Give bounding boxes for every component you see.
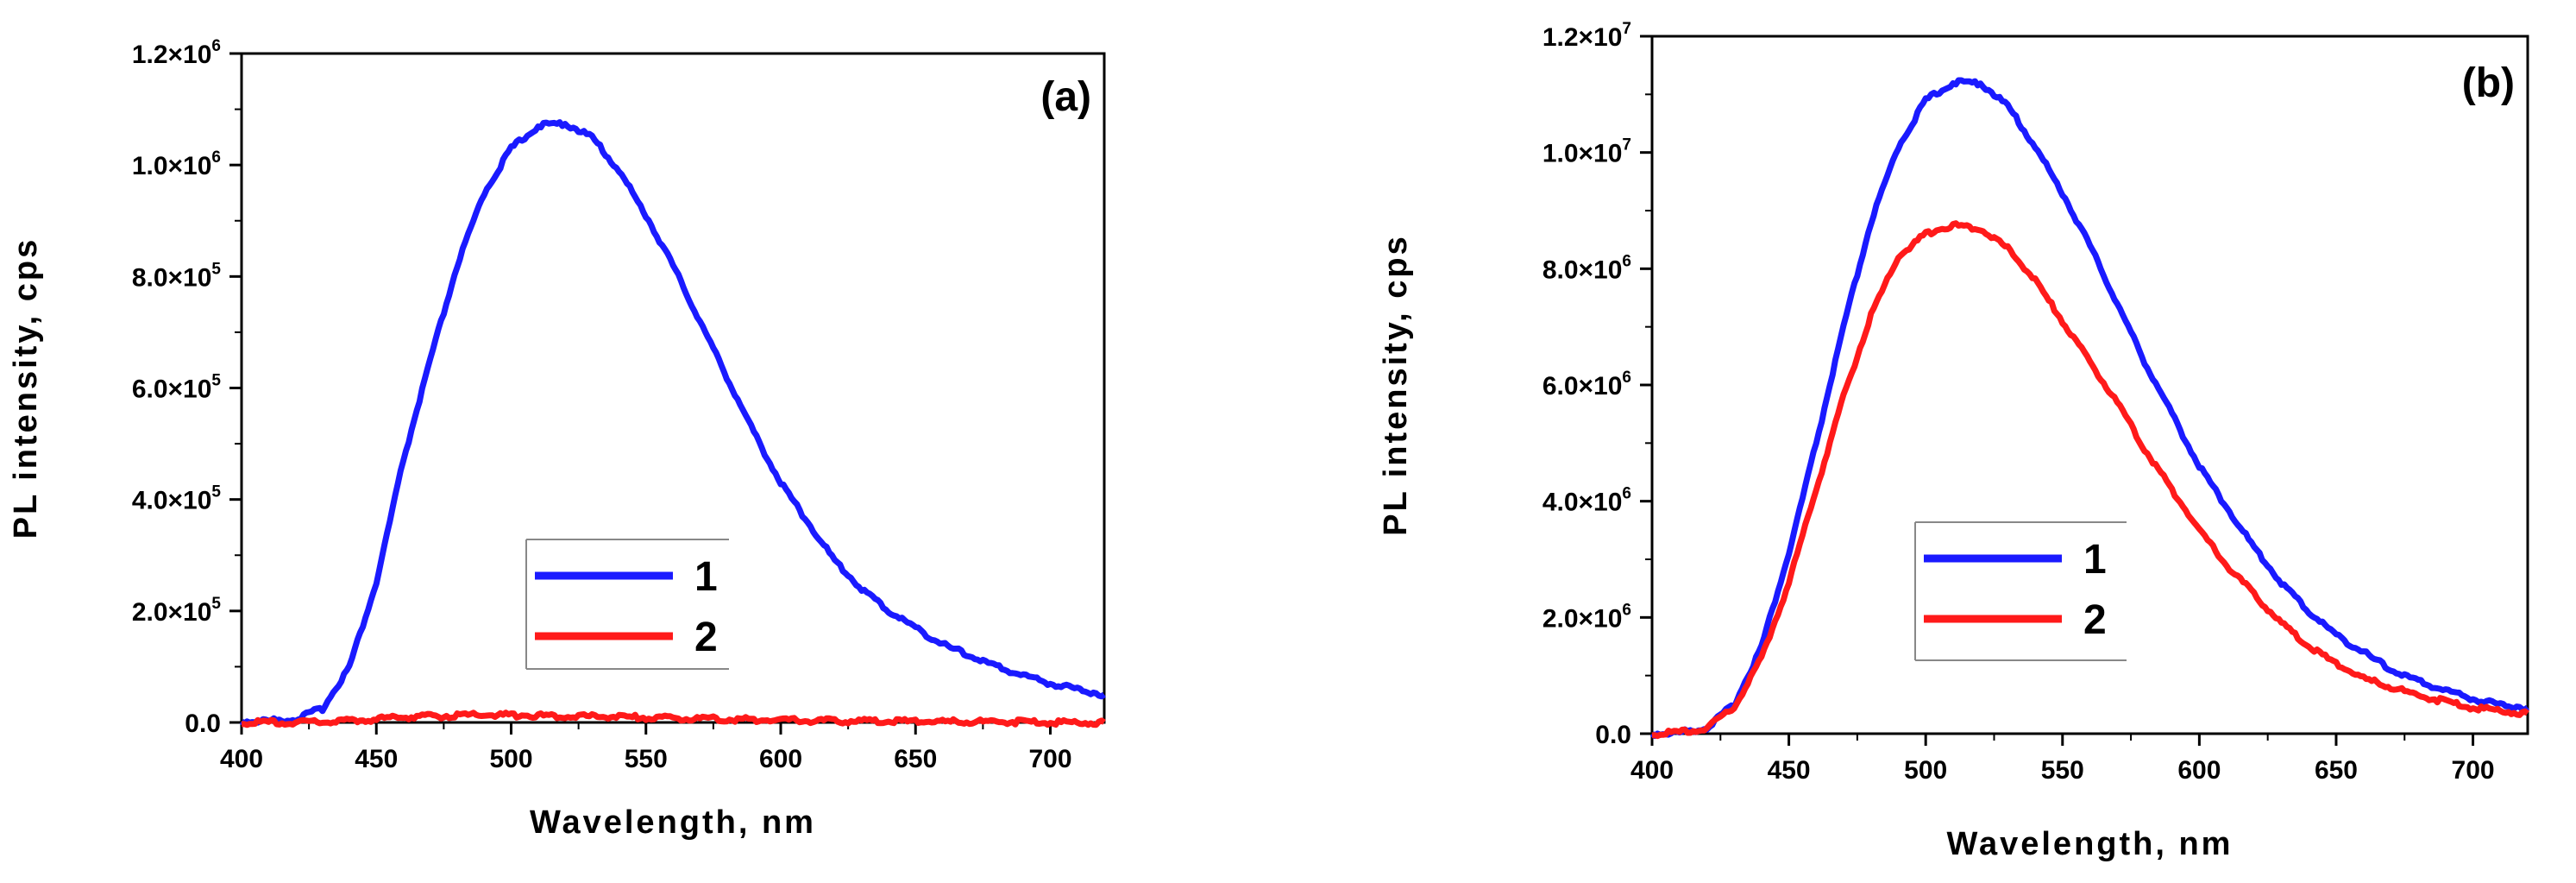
panel-label: (a) — [1040, 74, 1091, 120]
legend-label-1: 1 — [694, 554, 718, 600]
y-axis-title: PL intensity, cps — [8, 237, 44, 539]
y-tick-label: 1.0×107 — [1542, 136, 1631, 168]
legend-label-2: 2 — [694, 615, 718, 660]
y-tick-label: 4.0×106 — [1542, 485, 1631, 517]
series-line-2 — [241, 710, 1106, 728]
x-axis-title: Wavelength, nm — [530, 804, 816, 841]
y-tick-label: 8.0×106 — [1542, 252, 1631, 284]
x-tick-label: 550 — [2041, 756, 2084, 785]
y-tick-label: 6.0×106 — [1542, 369, 1631, 401]
series-line-1 — [239, 119, 1106, 727]
y-tick-label: 2.0×106 — [1542, 601, 1631, 633]
x-tick-label: 400 — [220, 745, 263, 773]
x-tick-label: 700 — [1028, 745, 1071, 773]
x-tick-label: 650 — [2315, 756, 2358, 785]
x-tick-label: 650 — [894, 745, 937, 773]
y-tick-label: 2.0×105 — [132, 595, 222, 627]
y-tick-label: 1.2×107 — [1542, 20, 1631, 52]
y-tick-label: 8.0×105 — [132, 260, 222, 292]
y-tick-label: 4.0×105 — [132, 483, 222, 515]
series-line-1 — [1649, 77, 2530, 740]
plot-frame — [240, 52, 1106, 724]
x-tick-label: 700 — [2452, 756, 2495, 785]
y-tick-label: 1.2×106 — [132, 37, 221, 69]
legend-label-2: 2 — [2083, 597, 2107, 643]
y-tick-label: 0.0 — [185, 710, 221, 738]
chart-panel-b: 400 450 500 550 600 650 700 0.0 2.0×106 4.0×106 6.… — [1378, 20, 2530, 862]
x-tick-label: 450 — [355, 745, 398, 773]
chart-panel-a: 400 450 500 550 600 650 700 0.0 2.0×105 4.0×105 6.… — [8, 37, 1106, 841]
y-tick-label: 0.0 — [1595, 721, 1631, 749]
x-tick-label: 600 — [759, 745, 802, 773]
x-tick-label: 450 — [1768, 756, 1811, 785]
x-tick-label: 600 — [2177, 756, 2221, 785]
series-line-2 — [1651, 220, 2529, 740]
x-axis-title: Wavelength, nm — [1947, 826, 2234, 862]
y-axis-title: PL intensity, cps — [1378, 234, 1414, 535]
x-tick-label: 500 — [1904, 756, 1947, 785]
y-tick-label: 6.0×105 — [132, 372, 222, 404]
x-tick-label: 500 — [489, 745, 532, 773]
panel-label: (b) — [2462, 60, 2515, 106]
x-tick-label: 400 — [1630, 756, 1674, 785]
y-tick-label: 1.0×106 — [132, 148, 221, 180]
x-tick-label: 550 — [625, 745, 668, 773]
legend-label-1: 1 — [2083, 537, 2107, 583]
